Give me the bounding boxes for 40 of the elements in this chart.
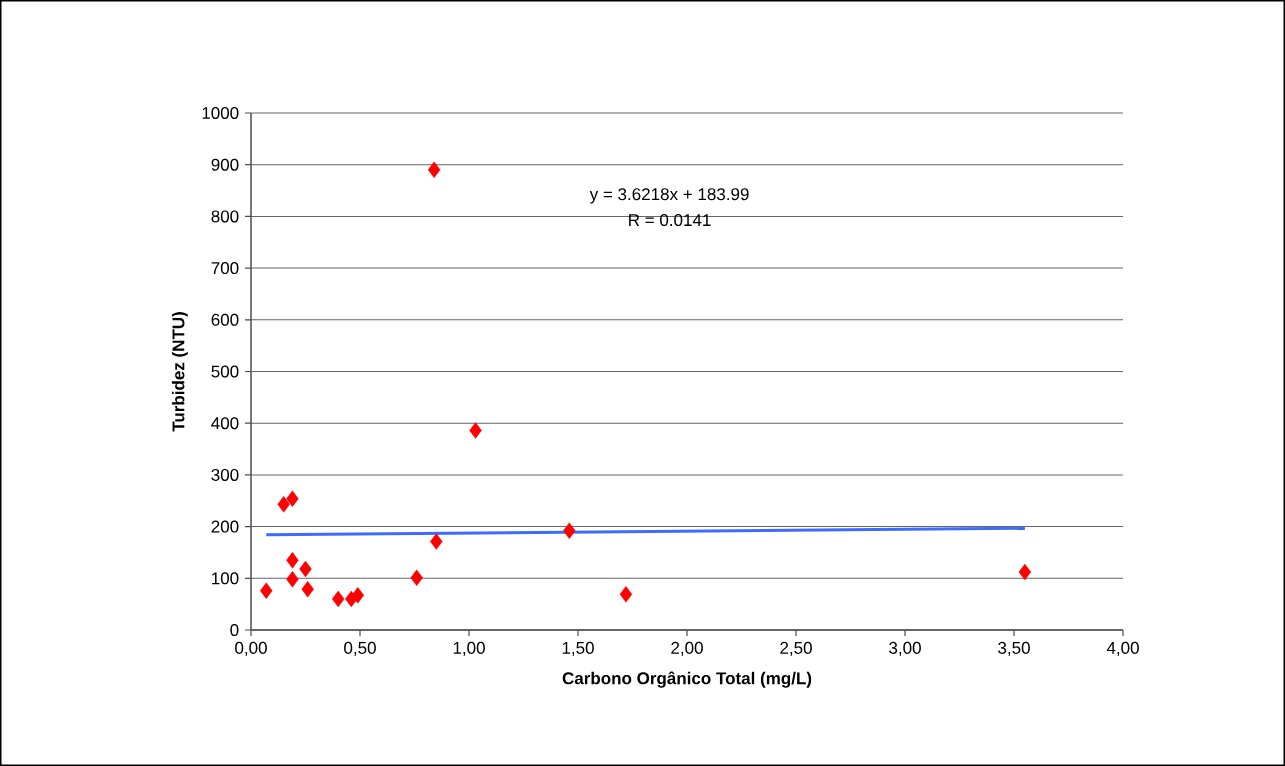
point — [286, 552, 299, 569]
point — [469, 422, 482, 439]
x-tick-label: 2,50 — [780, 641, 812, 656]
point — [563, 522, 576, 539]
point — [301, 580, 314, 598]
point — [260, 582, 273, 599]
point — [299, 560, 312, 578]
y-axis-title: Turbidez (NTU) — [171, 312, 188, 432]
point — [277, 496, 290, 513]
x-tick-label: 0,50 — [344, 641, 376, 656]
annotation: R = 0.0141 — [629, 214, 711, 227]
y-tick-label: 400 — [211, 417, 239, 430]
x-axis-title: Carbono Orgânico Total (mg/L) — [562, 671, 812, 688]
point — [286, 490, 299, 507]
y-tick-label: 800 — [211, 210, 239, 223]
point — [619, 586, 633, 603]
point — [286, 571, 299, 588]
x-tick-label: 0,00 — [235, 641, 267, 656]
point — [351, 587, 365, 604]
x-tick-label: 2,00 — [671, 641, 703, 656]
x-tick-label: 4,00 — [1106, 641, 1139, 656]
y-tick-label: 700 — [211, 262, 239, 275]
point — [332, 590, 345, 608]
y-tick-label: 100 — [212, 572, 239, 585]
y-tick-label: 900 — [211, 158, 239, 171]
y-tick-label: 300 — [211, 468, 239, 481]
point — [1018, 563, 1032, 581]
y-tick-label: 600 — [211, 313, 239, 326]
y-tick-label: 0 — [230, 623, 239, 637]
x-tick-label: 3,00 — [889, 641, 921, 656]
y-tick-label: 200 — [211, 520, 239, 533]
annotation: y = 3.6218x + 183.99 — [589, 188, 749, 204]
y-tick-label: 1000 — [202, 106, 239, 120]
y-tick-label: 500 — [211, 365, 239, 378]
point — [410, 569, 423, 586]
point — [427, 161, 441, 179]
x-tick-label: 1,00 — [453, 641, 485, 656]
x-tick-label: 3,50 — [998, 641, 1030, 656]
x-tick-label: 1,50 — [562, 641, 594, 656]
point — [430, 533, 443, 550]
